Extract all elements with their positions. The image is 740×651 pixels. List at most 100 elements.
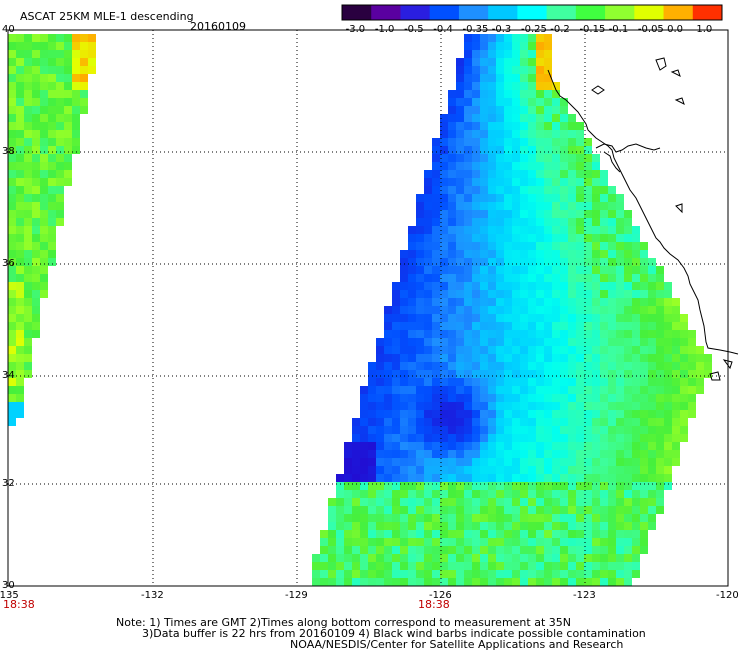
data-cell [536, 498, 544, 506]
data-cell [600, 250, 608, 258]
data-cell [488, 482, 496, 490]
data-cell [32, 274, 40, 282]
data-cell [456, 330, 464, 338]
data-cell [488, 314, 496, 322]
data-cell [576, 506, 584, 514]
data-cell [368, 394, 376, 402]
data-cell [560, 418, 568, 426]
data-cell [336, 490, 344, 498]
data-cell [560, 162, 568, 170]
data-cell [456, 250, 464, 258]
data-cell [568, 538, 576, 546]
data-cell [536, 330, 544, 338]
data-cell [576, 578, 584, 586]
data-cell [488, 290, 496, 298]
data-cell [608, 394, 616, 402]
data-cell [600, 322, 608, 330]
data-cell [688, 338, 696, 346]
data-cell [472, 442, 480, 450]
data-cell [576, 122, 584, 130]
data-cell [464, 562, 472, 570]
data-cell [584, 554, 592, 562]
data-cell [376, 562, 384, 570]
data-cell [432, 162, 440, 170]
data-cell [552, 402, 560, 410]
data-cell [456, 346, 464, 354]
data-cell [552, 546, 560, 554]
data-cell [520, 330, 528, 338]
data-cell [480, 434, 488, 442]
data-cell [408, 362, 416, 370]
data-cell [24, 306, 32, 314]
data-cell [464, 186, 472, 194]
data-cell [400, 298, 408, 306]
data-cell [456, 242, 464, 250]
data-cell [448, 450, 456, 458]
data-cell [424, 562, 432, 570]
data-cell [560, 466, 568, 474]
data-cell [616, 250, 624, 258]
data-cell [8, 402, 16, 410]
data-cell [408, 290, 416, 298]
data-cell [704, 370, 712, 378]
data-cell [648, 514, 656, 522]
data-cell [408, 570, 416, 578]
data-cell [64, 66, 72, 74]
colorbar-segment [488, 5, 518, 20]
data-cell [440, 226, 448, 234]
data-cell [608, 330, 616, 338]
data-cell [624, 314, 632, 322]
data-cell [416, 242, 424, 250]
data-cell [512, 490, 520, 498]
data-cell [544, 418, 552, 426]
data-cell [648, 426, 656, 434]
data-cell [528, 522, 536, 530]
data-cell [456, 114, 464, 122]
data-cell [568, 274, 576, 282]
data-cell [408, 546, 416, 554]
data-cell [568, 306, 576, 314]
data-cell [640, 474, 648, 482]
data-cell [24, 130, 32, 138]
data-cell [656, 506, 664, 514]
data-cell [328, 498, 336, 506]
data-cell [600, 514, 608, 522]
data-cell [576, 178, 584, 186]
data-cell [456, 522, 464, 530]
data-cell [560, 138, 568, 146]
data-cell [544, 498, 552, 506]
data-cell [664, 282, 672, 290]
data-cell [472, 354, 480, 362]
data-cell [24, 146, 32, 154]
data-cell [536, 466, 544, 474]
data-cell [568, 370, 576, 378]
data-cell [416, 282, 424, 290]
data-cell [528, 426, 536, 434]
data-cell [456, 290, 464, 298]
data-cell [656, 282, 664, 290]
data-cell [576, 314, 584, 322]
data-cell [440, 338, 448, 346]
data-cell [496, 474, 504, 482]
data-cell [488, 490, 496, 498]
data-cell [584, 386, 592, 394]
data-cell [384, 562, 392, 570]
data-cell [8, 146, 16, 154]
data-cell [504, 42, 512, 50]
data-cell [552, 210, 560, 218]
data-cell [448, 298, 456, 306]
data-cell [368, 538, 376, 546]
data-cell [408, 554, 416, 562]
data-cell [400, 442, 408, 450]
data-cell [360, 506, 368, 514]
data-cell [432, 146, 440, 154]
data-cell [632, 354, 640, 362]
data-cell [448, 554, 456, 562]
data-cell [544, 162, 552, 170]
data-cell [552, 98, 560, 106]
data-cell [536, 306, 544, 314]
data-cell [416, 290, 424, 298]
data-cell [520, 378, 528, 386]
data-cell [472, 522, 480, 530]
